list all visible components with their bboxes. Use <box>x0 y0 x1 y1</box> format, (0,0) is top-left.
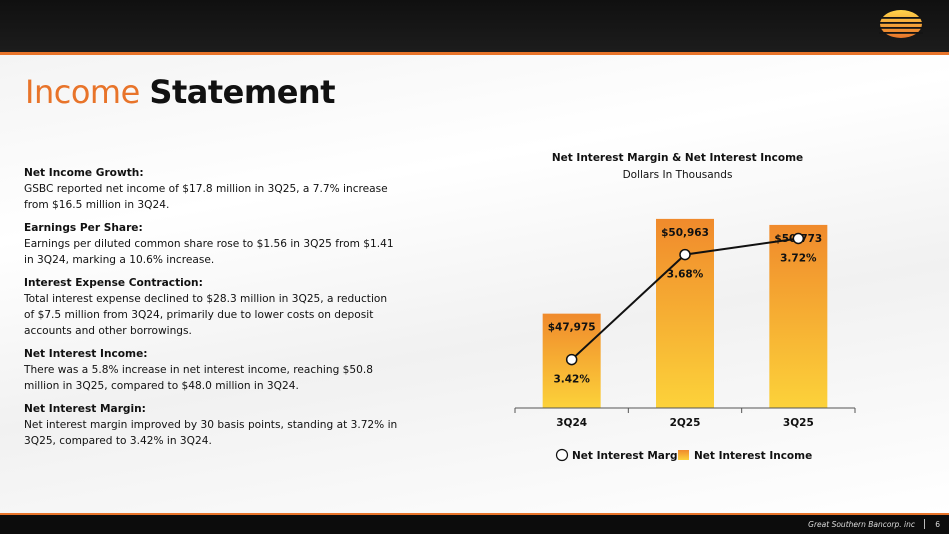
highlight-body: Net interest margin improved by 30 basis… <box>24 419 398 447</box>
line-data-label: 3.72% <box>780 252 817 264</box>
highlight-item: Net Interest Income: There was a 5.8% in… <box>24 346 399 394</box>
line-marker <box>792 232 805 245</box>
legend-swatch-income <box>678 450 689 460</box>
bar-net-interest-income <box>656 218 714 408</box>
chart-title: Net Interest Margin & Net Interest Incom… <box>551 152 804 164</box>
highlight-heading: Net Interest Margin: <box>24 403 146 415</box>
line-marker <box>565 353 578 366</box>
page-title: Income Statement <box>25 70 335 114</box>
legend-label: Net Interest Margin <box>572 450 689 462</box>
company-logo-icon <box>879 10 923 38</box>
highlight-item: Interest Expense Contraction: Total inte… <box>24 275 399 339</box>
line-data-label: 3.42% <box>553 374 590 386</box>
x-tick-label: 2Q25 <box>670 417 701 429</box>
bar-data-label: $47,975 <box>548 322 596 334</box>
bar-data-label: $50,963 <box>661 227 709 239</box>
footer-divider <box>924 519 925 529</box>
top-bar <box>0 0 949 55</box>
highlight-heading: Interest Expense Contraction: <box>24 277 203 289</box>
highlight-body: There was a 5.8% increase in net interes… <box>24 364 373 392</box>
highlight-heading: Net Interest Income: <box>24 348 148 360</box>
highlight-item: Net Interest Margin: Net interest margin… <box>24 401 399 449</box>
line-marker <box>679 248 691 261</box>
highlight-heading: Earnings Per Share: <box>24 222 143 234</box>
highlight-heading: Net Income Growth: <box>24 167 144 179</box>
title-accent: Income <box>25 73 140 111</box>
legend-label: Net Interest Income <box>694 450 812 462</box>
page-number: 6 <box>935 520 940 529</box>
highlight-item: Net Income Growth: GSBC reported net inc… <box>24 165 399 213</box>
highlight-item: Earnings Per Share: Earnings per diluted… <box>24 220 399 268</box>
legend-marker-margin <box>555 448 569 462</box>
highlight-body: Total interest expense declined to $28.3… <box>24 293 388 337</box>
x-tick-label: 3Q24 <box>556 417 587 429</box>
highlight-body: Earnings per diluted common share rose t… <box>24 238 394 266</box>
title-main: Statement <box>149 73 335 111</box>
highlights-text: Net Income Growth: GSBC reported net inc… <box>24 165 399 456</box>
bar-net-interest-income <box>769 224 828 408</box>
footer-bar: Great Southern Bancorp. inc 6 <box>0 513 949 534</box>
x-tick-label: 3Q25 <box>783 417 814 429</box>
chart-subtitle: Dollars In Thousands <box>622 169 733 181</box>
highlight-body: GSBC reported net income of $17.8 millio… <box>24 183 388 211</box>
line-data-label: 3.68% <box>667 269 704 281</box>
footer-company: Great Southern Bancorp. inc <box>808 520 915 529</box>
